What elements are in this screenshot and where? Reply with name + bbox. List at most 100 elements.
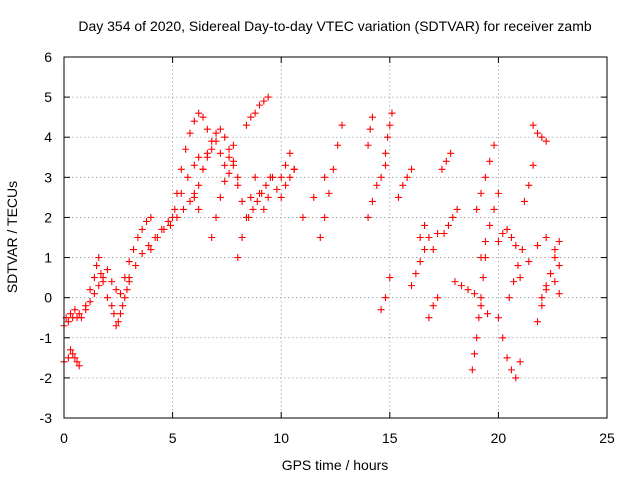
data-point (486, 157, 494, 165)
data-point (525, 181, 533, 189)
data-point (199, 165, 207, 173)
data-point (234, 181, 242, 189)
series-track-21 (364, 161, 389, 221)
data-point (429, 246, 437, 254)
data-point (468, 366, 476, 374)
data-point (234, 173, 242, 181)
data-point (75, 362, 83, 370)
data-point (212, 129, 220, 137)
series-track-28 (438, 149, 455, 173)
x-tick-label: 15 (382, 430, 398, 446)
data-point (195, 153, 203, 161)
data-point (484, 310, 492, 318)
data-point (251, 109, 259, 117)
x-tick-label: 5 (169, 430, 177, 446)
data-point (130, 246, 138, 254)
y-tick-label: -3 (40, 410, 53, 426)
data-point (73, 358, 81, 366)
data-point (477, 302, 485, 310)
data-point (273, 185, 281, 193)
data-point (364, 141, 372, 149)
data-point (475, 314, 483, 322)
data-point (90, 274, 98, 282)
data-point (525, 258, 533, 266)
data-point (403, 173, 411, 181)
data-point (533, 318, 541, 326)
data-point (264, 93, 272, 101)
data-point (381, 294, 389, 302)
data-point (555, 290, 563, 298)
data-point (421, 246, 429, 254)
series-track-17 (299, 173, 329, 221)
data-point (260, 97, 268, 105)
data-point (321, 213, 329, 221)
series-track-04 (82, 213, 155, 314)
data-point (86, 298, 94, 306)
data-point (114, 318, 122, 326)
series-track-20 (381, 109, 396, 157)
data-point (325, 189, 333, 197)
data-point (143, 217, 151, 225)
data-point (95, 254, 103, 262)
series-track-08 (169, 109, 211, 221)
data-point (471, 290, 479, 298)
data-point (477, 189, 485, 197)
data-point (477, 294, 485, 302)
series-track-36 (520, 161, 537, 205)
data-point (505, 294, 513, 302)
series-track-37 (529, 121, 550, 145)
data-point (503, 354, 511, 362)
data-point (425, 234, 433, 241)
data-point (494, 314, 502, 322)
data-point (542, 282, 550, 290)
data-point (71, 354, 79, 362)
data-point (416, 234, 424, 241)
data-point (434, 294, 442, 302)
data-point (533, 129, 541, 137)
series-track-10 (199, 137, 237, 173)
data-point (208, 145, 216, 153)
x-tick-label: 20 (491, 430, 507, 446)
data-point (95, 282, 103, 290)
y-tick-label: 2 (44, 209, 52, 225)
data-point (225, 169, 233, 177)
data-point (247, 193, 255, 201)
data-point (490, 205, 498, 213)
data-point (221, 133, 229, 141)
data-point (238, 197, 246, 205)
data-point (195, 181, 203, 189)
data-point (255, 101, 263, 109)
series-track-13 (242, 93, 272, 129)
data-point (132, 262, 140, 270)
data-point (399, 181, 407, 189)
series-track-03 (77, 254, 118, 322)
data-point (116, 310, 124, 318)
series-track-24 (408, 246, 429, 290)
y-tick-label: 0 (44, 290, 52, 306)
data-point (507, 234, 515, 241)
series-track-30 (468, 254, 489, 374)
plot-frame (63, 56, 608, 419)
data-point (103, 294, 111, 302)
data-point (507, 366, 515, 374)
series-track-19 (364, 113, 376, 149)
data-point (533, 242, 541, 250)
data-point (366, 125, 374, 133)
data-point (381, 161, 389, 169)
data-point (377, 306, 385, 314)
data-point (253, 197, 261, 205)
series-track-11 (208, 161, 246, 241)
data-point (110, 310, 118, 318)
data-point (518, 246, 526, 254)
data-point (238, 234, 246, 241)
data-point (444, 221, 452, 229)
series-track-15 (273, 149, 298, 193)
data-point (69, 350, 77, 358)
y-tick-label: -2 (40, 370, 53, 386)
data-point (449, 213, 457, 221)
data-point (542, 234, 550, 241)
data-point (260, 205, 268, 213)
data-point (434, 229, 442, 237)
data-point (286, 149, 294, 157)
